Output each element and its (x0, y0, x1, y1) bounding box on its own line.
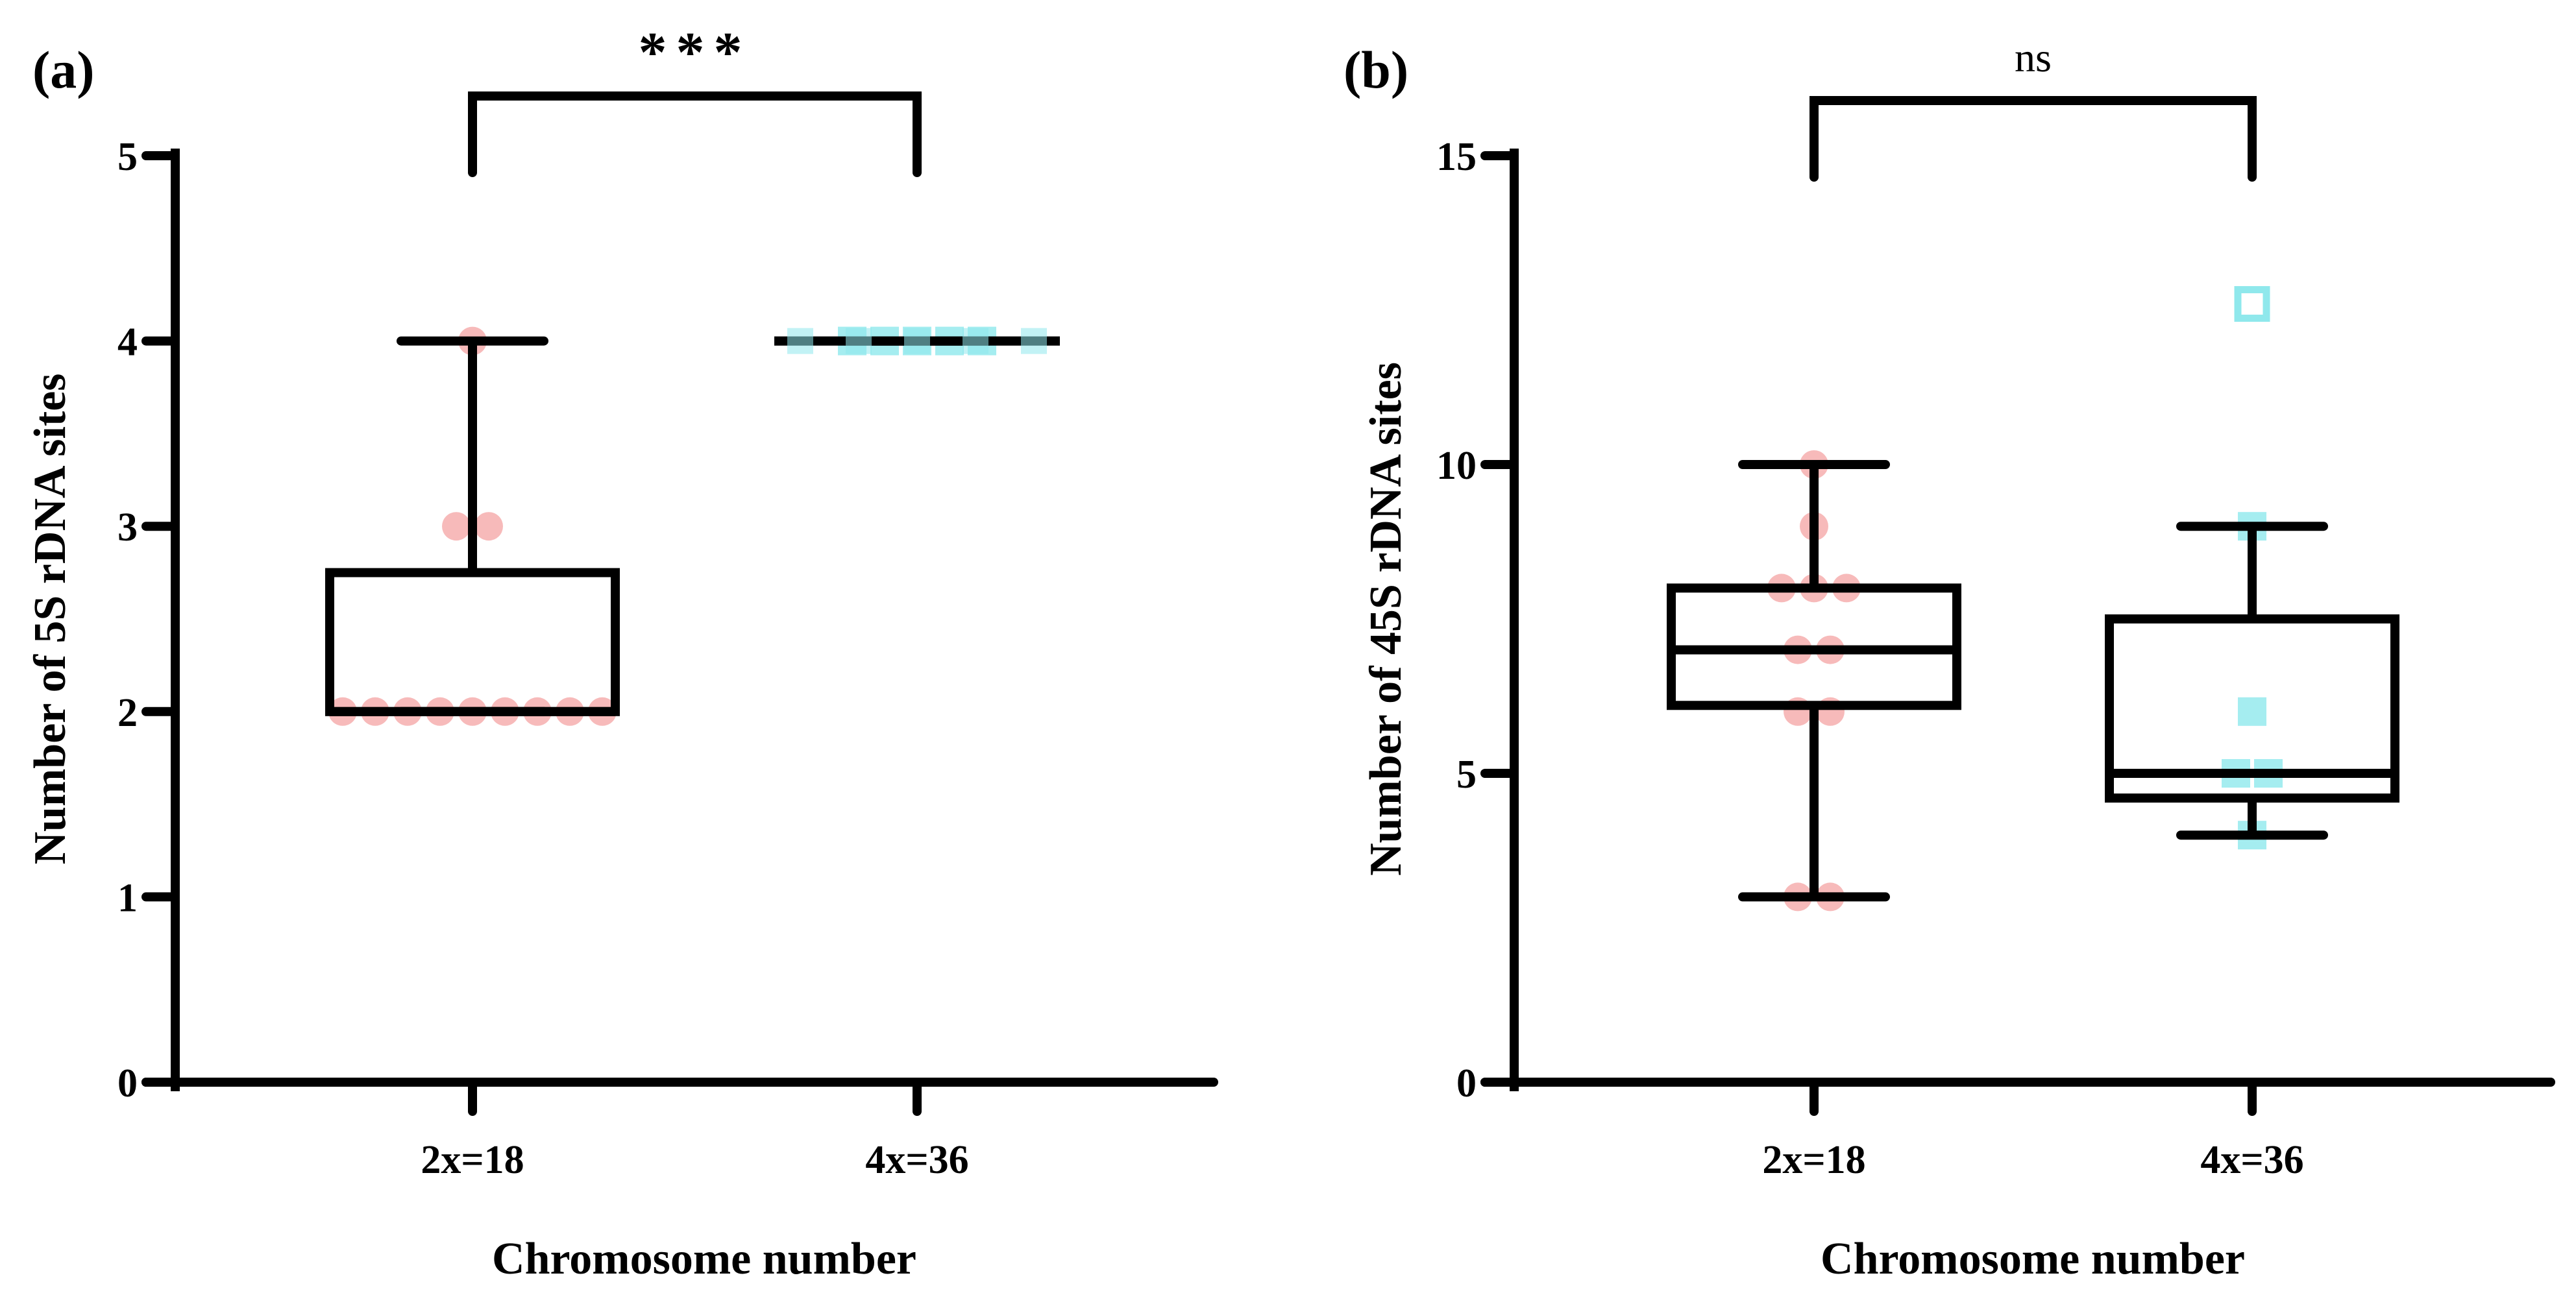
panel-a: (a) 0 1 2 3 4 5 2x=18 4x=36 Chromosome number Numb… (25, 21, 1218, 1284)
significance-bracket: *** (468, 21, 922, 177)
data-point (2238, 697, 2266, 726)
data-point-overlay (904, 328, 930, 354)
y-tick-label: 5 (117, 135, 138, 179)
data-point-overlay (963, 328, 988, 354)
y-axis-title: Number of 45S rDNA sites (1361, 362, 1411, 876)
x-axis-title: Chromosome number (492, 1234, 916, 1284)
significance-bracket: ns (1809, 34, 2257, 182)
data-point-overlay (1021, 328, 1047, 354)
box-iqr (325, 568, 620, 716)
y-tick-label: 4 (117, 320, 138, 365)
box-iqr (2105, 614, 2399, 803)
x-tick-label: 2x=18 (1762, 1138, 1865, 1182)
significance-label: ns (2015, 34, 2052, 80)
data-point-overlay (787, 328, 813, 354)
x-tick-label: 4x=36 (865, 1138, 968, 1182)
x-tick-label: 4x=36 (2200, 1138, 2303, 1182)
panel-b: (b) 0 5 10 15 2x=18 4x=36 Chromosome number Numb… (1343, 34, 2555, 1284)
y-axis-title: Number of 5S rDNA sites (25, 373, 75, 864)
bracket-line (1809, 96, 2257, 182)
y-tick-label: 15 (1436, 135, 1477, 179)
data-point (442, 512, 471, 541)
x-axis-title: Chromosome number (1821, 1234, 2245, 1284)
bracket-line (468, 91, 922, 177)
significance-label: *** (639, 21, 752, 84)
y-tick-label: 2 (117, 691, 138, 735)
outlier-point (2234, 285, 2270, 322)
panel-label: (b) (1343, 40, 1408, 99)
data-point (474, 512, 503, 541)
panel-label: (a) (32, 40, 95, 99)
y-tick-label: 3 (117, 505, 138, 550)
box-group-2x=18 (1667, 450, 1961, 912)
box-group-4x=36 (774, 326, 1060, 356)
y-tick-label: 0 (117, 1061, 138, 1106)
x-tick-label: 2x=18 (421, 1138, 524, 1182)
data-point-overlay (846, 328, 872, 354)
box-group-2x=18 (325, 326, 620, 726)
y-tick-label: 0 (1456, 1061, 1477, 1106)
y-tick-label: 10 (1436, 444, 1477, 488)
y-tick-label: 1 (117, 876, 138, 920)
y-tick-label: 5 (1456, 753, 1477, 797)
box-group-4x=36 (2105, 285, 2399, 850)
